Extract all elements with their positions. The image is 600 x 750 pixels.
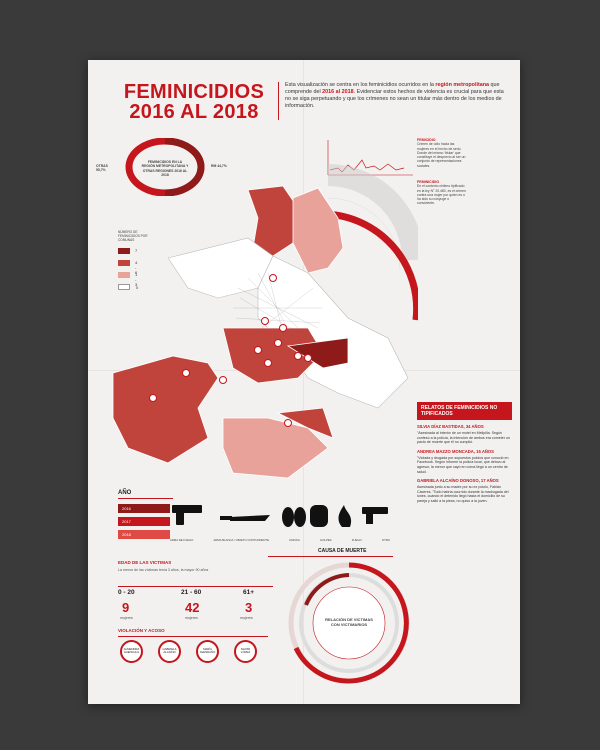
year-header: AÑO — [118, 490, 132, 496]
relation-arc-inner — [304, 573, 350, 606]
relatos-header: RELATOS DE FEMINICIDIOS NO TIPIFICADOS — [417, 402, 512, 420]
legend-item-7: 7 — [118, 248, 137, 254]
femicidio-text: Crimen de odio hacia las mujeres en el h… — [417, 142, 466, 168]
intro-part-1: Esta visualización se centra en los femi… — [285, 82, 436, 88]
fist-icon — [310, 505, 328, 527]
age-range-3: 61+ — [243, 589, 255, 596]
title-divider — [278, 82, 279, 120]
femicidio-note: FEMICIDIO Crimen de odio hacia las mujer… — [417, 138, 467, 168]
urban-grid — [233, 272, 323, 354]
comuna-center — [222, 327, 324, 384]
fire-icon — [338, 505, 352, 527]
donut-center-text: FEMINICIDIOS EN LA REGIÓN METROPOLITANA … — [141, 160, 189, 177]
age-count-3: 3 — [245, 600, 253, 615]
ages-subheader: La menor de las víctimas tenía 3 años, l… — [118, 568, 209, 572]
victim-badge-4: NAOMI LÓPEZ — [234, 640, 257, 663]
legend-item-label: 4 - 6 — [135, 260, 138, 275]
weapons-row — [172, 505, 388, 527]
case-name-3: GABRIELA ALCAÍNO DONOSO, 17 AÑOS — [417, 478, 499, 484]
pistol-icon — [362, 507, 388, 524]
legend-item-label: 0 — [136, 285, 139, 290]
intro-bold-1: región metropolitana — [435, 82, 490, 88]
case-name-2: ANDREA MAZZO MONCADA, 15 AÑOS — [417, 448, 494, 454]
comuna-east — [257, 255, 409, 409]
comuna-center-dark — [286, 337, 349, 369]
victim-badge-3: MARÍA AVENDAÑO — [196, 640, 219, 663]
weapon-label: ASFIXIA — [289, 538, 300, 542]
legend-item-label: 1 - 3 — [135, 272, 138, 287]
relatos-panel: RELATOS DE FEMINICIDIOS NO TIPIFICADOS S… — [417, 402, 512, 504]
comuna-north — [247, 185, 299, 257]
age-count-1: 9 — [122, 600, 130, 615]
weapon-label: ARMA BLANCA / OBJETO CONTUNDENTE — [213, 538, 269, 542]
intro-part-2: que comprende del — [285, 82, 500, 95]
femicidio-title: FEMICIDIO — [417, 138, 436, 142]
age-range-2: 21 - 60 — [181, 589, 202, 596]
ages-rule — [118, 586, 273, 587]
donut-right-label: RM 44,7% — [211, 164, 227, 168]
case-text-2: "Violada y drogada por supuestos pololos… — [417, 455, 509, 474]
fold-line-vertical — [303, 60, 304, 704]
victim-badge-1: ALMENDRA HUENCHUL — [120, 640, 143, 663]
case-text-3: Asesinada junto a su madre por su ex pol… — [417, 485, 509, 503]
gun-icon — [172, 505, 202, 525]
relation-chart — [288, 562, 410, 684]
comuna-south — [222, 417, 329, 479]
comuna-south-center — [276, 407, 334, 439]
age-unit-2: mujeres — [185, 616, 198, 620]
intro-part-3: . Evidenciar estos hechos de violencia e… — [285, 89, 504, 109]
legend-item-4-6: 4 - 6 — [118, 260, 137, 275]
page-title: FEMINICIDIOS 2016 AL 2018 — [115, 82, 273, 122]
comuna-west — [167, 237, 274, 299]
legend-item-0: 0 — [118, 284, 138, 290]
timeline-arc — [321, 210, 418, 321]
weapon-label: ARMA DE FUEGO — [170, 538, 194, 542]
poster: FEMINICIDIOS 2016 AL 2018 Esta visualiza… — [88, 60, 520, 704]
legend-item-1-3: 1 - 3 — [118, 272, 137, 287]
relation-center-text: RELACIÓN DE VICTIMAS CON VICTIMARIOS — [325, 617, 373, 627]
comuna-lo-barnechea — [292, 187, 344, 274]
map-markers — [149, 274, 312, 427]
age-range-1: 0 - 20 — [118, 589, 135, 596]
weapon-labels: ARMA DE FUEGO ARMA BLANCA / OBJETO CONTU… — [170, 538, 390, 542]
feminicidio-text: En el contexto chileno tipificado en la … — [417, 184, 466, 206]
age-count-2: 42 — [185, 600, 200, 615]
year-2017: 2017 — [118, 517, 170, 526]
cause-of-death-header: CAUSA DE MUERTE — [318, 548, 367, 554]
year-2016: 2016 — [118, 504, 170, 513]
legend-header: NÚMERO DE FEMINICIDIOS POR COMUNAS — [118, 230, 148, 242]
title-line-1: FEMINICIDIOS — [123, 81, 265, 103]
intro-text: Esta visualización se centra en los femi… — [285, 82, 510, 110]
radial-timeline-chart — [321, 140, 418, 321]
cause-rule — [268, 556, 393, 557]
knife-icon — [220, 515, 270, 521]
violence-rule — [118, 636, 268, 637]
year-2018: 2018 — [118, 530, 170, 539]
age-unit-1: mujeres — [120, 616, 133, 620]
year-rule — [118, 498, 173, 499]
weapon-label: GOLPES — [320, 538, 332, 542]
comuna-melipilla — [112, 355, 219, 464]
relation-arc-outer — [293, 562, 409, 684]
feminicidio-note: FEMINICIDIO En el contexto chileno tipif… — [417, 180, 467, 206]
legend-item-label: 7 — [135, 248, 138, 253]
victim-badge-2: GABRIELA ALCAÍNO — [158, 640, 181, 663]
donut-left-label: OTRAS 55,7% — [96, 164, 108, 173]
intro-bold-2: 2016 al 2018 — [322, 89, 354, 95]
rm-donut-chart — [125, 138, 205, 196]
case-name-1: SILVIA DÍAZ BASTIDAS, 34 AÑOS — [417, 424, 484, 429]
age-unit-3: mujeres — [240, 616, 253, 620]
rm-map — [112, 185, 409, 479]
case-text-1: "Asesinada al interior de un motel en Me… — [417, 431, 510, 445]
violence-header: VIOLACIÓN Y ACOSO — [118, 628, 165, 633]
weapon-label: OTRO — [381, 538, 390, 542]
lungs-icon — [282, 507, 306, 527]
title-line-2: 2016 AL 2018 — [129, 101, 259, 123]
donut-ring-rm — [164, 138, 205, 196]
map-legend: NÚMERO DE FEMINICIDIOS POR COMUNAS 7 4 -… — [118, 230, 158, 290]
feminicidio-title: FEMINICIDIO — [417, 180, 440, 184]
weapon-label: FUEGO — [351, 538, 362, 542]
ages-header: EDAD DE LAS VICTIMAS — [118, 560, 172, 565]
